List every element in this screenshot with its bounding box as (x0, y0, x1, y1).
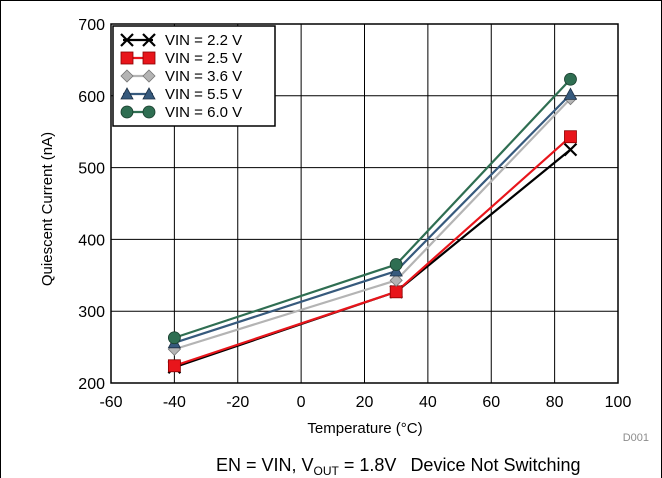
frame-left-border (0, 0, 1, 478)
legend-entry: VIN = 2.2 V (120, 32, 242, 49)
legend-marker (120, 69, 134, 83)
data-point (167, 331, 181, 345)
condition-suffix: = 1.8V (338, 455, 397, 475)
series-line (174, 93, 572, 344)
switching-note: Device Not Switching (410, 455, 581, 475)
legend-marker-b (120, 33, 134, 47)
y-tick-label: 600 (78, 89, 105, 106)
series-layer (167, 72, 578, 374)
x-tick-label: 40 (419, 394, 437, 411)
legend-marker-b (142, 33, 156, 47)
y-tick-label: 200 (78, 376, 105, 393)
x-tick-label: 80 (546, 394, 564, 411)
series-line (174, 148, 572, 369)
tick-labels: -60 -40 -20 0 20 40 60 80 100 200 300 400 500 600 700 (78, 17, 631, 411)
legend-entry: VIN = 5.5 V (120, 86, 242, 103)
x-axis-title: Temperature (°C) (307, 420, 422, 437)
series-square (167, 130, 577, 373)
legend-label: VIN = 5.5 V (165, 86, 242, 103)
data-point (389, 273, 403, 287)
legend-entry: VIN = 6.0 V (120, 104, 242, 121)
y-axis-title: Quiescent Current (nA) (39, 132, 56, 286)
data-point (564, 72, 577, 86)
data-point (389, 285, 403, 299)
x-tick-label: 0 (297, 394, 306, 411)
x-tick-label: 60 (482, 394, 500, 411)
y-tick-label: 700 (78, 17, 105, 34)
data-point-b (563, 142, 578, 157)
legend-marker (142, 51, 156, 65)
legend-label: VIN = 3.6 V (165, 68, 242, 85)
legend-marker (120, 87, 134, 100)
legend-marker (120, 51, 134, 65)
test-conditions: EN = VIN, VOUT = 1.8V Device Not Switchin… (216, 455, 581, 478)
x-tick-label: 20 (356, 394, 374, 411)
condition-subscript: OUT (313, 464, 339, 478)
legend-marker (120, 105, 134, 119)
x-tick-label: -60 (99, 394, 122, 411)
x-tick-label: -20 (226, 394, 249, 411)
data-point (167, 359, 181, 373)
condition-prefix: EN = VIN, V (216, 455, 314, 475)
legend-label: VIN = 2.5 V (165, 50, 242, 67)
data-point (564, 130, 577, 144)
legend-marker (142, 69, 156, 83)
series-diamond (167, 92, 578, 356)
series-circle (167, 72, 577, 345)
legend-entry: VIN = 3.6 V (120, 68, 242, 85)
y-tick-label: 400 (78, 232, 105, 249)
legend-marker (142, 87, 156, 100)
y-tick-label: 500 (78, 161, 105, 178)
data-point (389, 258, 403, 271)
plot-border (110, 23, 619, 384)
figure-code: D001 (623, 432, 649, 444)
series-triangle (167, 87, 578, 349)
legend-label: VIN = 6.0 V (165, 104, 242, 121)
frame-top-border (0, 0, 662, 1)
legend-marker (142, 105, 156, 119)
series-x (167, 142, 578, 374)
x-tick-label: -40 (163, 394, 186, 411)
legend-entry: VIN = 2.5 V (120, 50, 242, 67)
legend-label: VIN = 2.2 V (165, 32, 242, 49)
x-tick-label: 100 (605, 394, 632, 411)
y-tick-label: 300 (78, 304, 105, 321)
data-point (563, 87, 578, 100)
